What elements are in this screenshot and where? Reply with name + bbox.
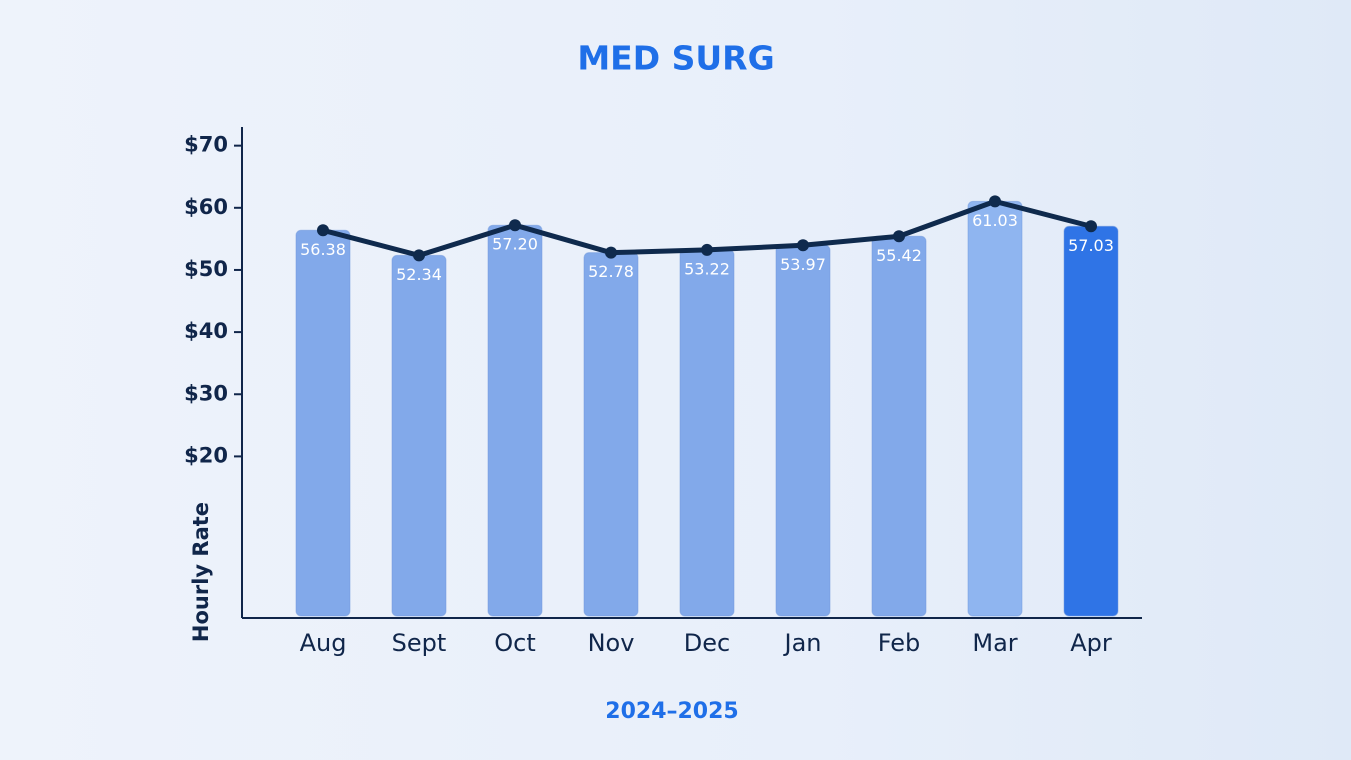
x-tick-label: Sept	[392, 629, 447, 657]
bar	[967, 200, 1023, 617]
value-label: 61.03	[972, 211, 1018, 230]
x-tick-label: Oct	[494, 629, 536, 657]
bar	[583, 252, 639, 617]
x-tick-label: Mar	[972, 629, 1017, 657]
bar	[679, 249, 735, 617]
x-tick-label: Aug	[300, 629, 347, 657]
value-label: 57.20	[492, 235, 538, 254]
x-axis-label: 2024–2025	[605, 699, 738, 724]
line-point	[413, 249, 425, 262]
y-tick-label: $20	[184, 443, 228, 467]
y-tick-label: $60	[184, 195, 228, 219]
value-label: 55.42	[876, 246, 922, 265]
x-tick-label: Feb	[878, 629, 921, 657]
line-point	[701, 243, 713, 256]
line-point	[509, 219, 521, 232]
x-tick-label: Nov	[588, 629, 635, 657]
y-tick-label: $40	[184, 319, 228, 343]
bar	[1063, 225, 1119, 617]
y-tick-label: $50	[184, 257, 228, 281]
line-point	[893, 230, 905, 243]
x-tick-label: Jan	[783, 629, 822, 657]
chart-title: MED SURG	[577, 39, 774, 78]
bar	[391, 254, 447, 617]
value-label: 52.34	[396, 265, 442, 284]
x-tick-label: Apr	[1070, 629, 1112, 657]
value-label: 53.22	[684, 259, 730, 278]
y-axis-label: Hourly Rate	[189, 502, 213, 642]
y-tick-label: $30	[184, 381, 228, 405]
line-point	[1085, 220, 1097, 233]
bar	[295, 229, 351, 617]
line-point	[605, 246, 617, 259]
value-label: 53.97	[780, 255, 826, 274]
x-tick-label: Dec	[684, 629, 730, 657]
bar	[487, 224, 543, 617]
value-label: 57.03	[1068, 236, 1114, 255]
bar	[871, 235, 927, 617]
value-label: 52.78	[588, 262, 634, 281]
bar	[775, 244, 831, 617]
line-point	[797, 239, 809, 252]
y-tick-label: $70	[184, 133, 228, 157]
value-label: 56.38	[300, 240, 346, 259]
line-point	[317, 224, 329, 237]
line-point	[989, 195, 1001, 208]
